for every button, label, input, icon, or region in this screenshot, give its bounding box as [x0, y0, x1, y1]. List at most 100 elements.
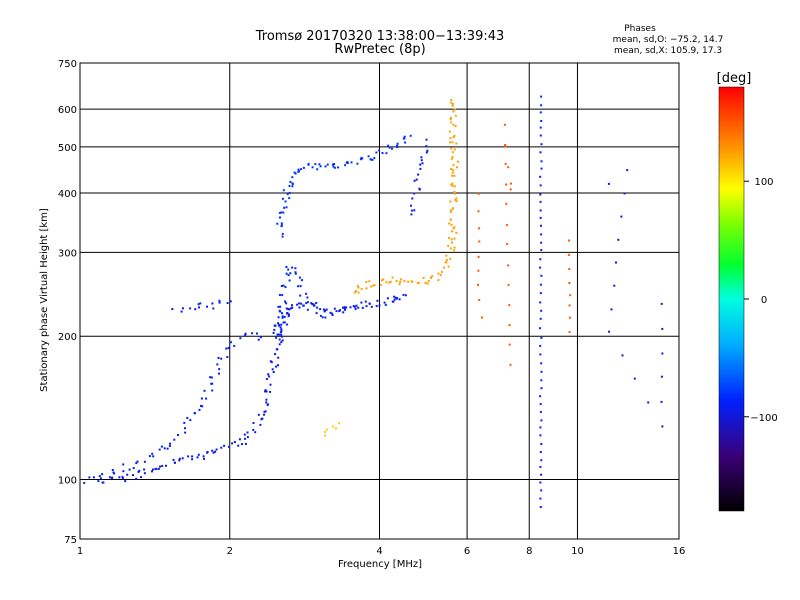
data-point — [539, 481, 542, 484]
data-point — [623, 192, 626, 195]
data-point — [272, 371, 275, 373]
data-point — [345, 306, 348, 309]
data-point — [243, 433, 246, 436]
data-point — [540, 241, 543, 244]
data-point — [360, 301, 363, 304]
data-point — [337, 422, 340, 425]
data-point — [122, 463, 125, 466]
data-point — [285, 266, 288, 268]
data-point — [539, 327, 542, 330]
data-point — [244, 437, 246, 440]
data-point — [539, 403, 542, 406]
data-point — [403, 280, 406, 283]
data-point — [274, 324, 276, 327]
data-point — [319, 308, 322, 311]
data-point — [282, 284, 285, 287]
data-point — [284, 300, 286, 303]
data-point — [451, 184, 454, 187]
data-point — [238, 438, 241, 441]
data-point — [297, 285, 300, 288]
data-point — [257, 413, 260, 416]
data-point — [505, 202, 508, 205]
data-point — [449, 118, 452, 121]
data-point — [449, 137, 452, 140]
data-point — [161, 465, 164, 467]
data-point — [384, 303, 387, 306]
data-point — [399, 280, 402, 283]
x-axis-ticks: 1 2 4 6 8 10 16 — [77, 546, 686, 557]
data-point — [371, 158, 374, 161]
data-point — [313, 304, 316, 307]
data-point — [287, 315, 290, 318]
data-point — [319, 165, 322, 168]
data-point — [332, 163, 334, 166]
data-point — [539, 184, 542, 187]
data-point — [83, 481, 86, 484]
data-point — [504, 144, 507, 146]
data-point — [370, 305, 373, 308]
data-point — [349, 306, 352, 309]
data-point — [178, 457, 181, 460]
data-point — [182, 307, 184, 310]
data-point — [426, 282, 429, 285]
data-point — [440, 270, 443, 273]
data-point — [443, 266, 445, 269]
data-point — [478, 227, 481, 230]
data-point — [568, 331, 571, 334]
data-point — [277, 322, 279, 325]
data-point — [540, 249, 543, 251]
data-point — [135, 462, 138, 465]
data-point — [276, 333, 279, 336]
data-point — [451, 174, 454, 177]
data-point — [201, 405, 204, 408]
data-point — [507, 166, 510, 169]
data-point — [449, 247, 452, 250]
colorbar-tick-label: 100 — [754, 177, 773, 188]
data-point — [360, 287, 363, 290]
data-point — [194, 308, 197, 311]
data-point — [424, 281, 427, 284]
data-point — [302, 166, 305, 169]
data-point — [277, 364, 279, 367]
data-point — [220, 446, 223, 449]
data-point — [314, 163, 317, 166]
data-point — [420, 159, 423, 162]
data-point — [540, 370, 543, 373]
data-point — [425, 145, 428, 148]
data-point — [173, 438, 176, 441]
data-point — [302, 304, 305, 307]
data-point — [539, 434, 542, 437]
data-point — [332, 165, 335, 168]
data-point — [448, 237, 451, 239]
colorbar-tick-label: 0 — [761, 295, 767, 306]
data-point — [315, 312, 318, 315]
data-point — [411, 197, 414, 200]
data-point — [449, 141, 452, 144]
data-point — [289, 272, 292, 275]
data-point — [288, 279, 291, 282]
data-point — [539, 344, 542, 347]
data-point — [233, 344, 236, 347]
data-point — [289, 307, 292, 310]
data-point — [278, 309, 281, 312]
data-point — [306, 296, 309, 299]
data-point — [171, 308, 174, 310]
data-point — [305, 302, 308, 305]
data-point — [113, 472, 116, 475]
data-point — [539, 506, 542, 508]
data-point — [344, 308, 346, 311]
data-point — [478, 240, 481, 243]
data-point — [159, 465, 161, 468]
data-point — [101, 473, 104, 476]
data-point — [448, 222, 451, 225]
y-tick-label: 500 — [58, 143, 77, 154]
data-point — [539, 497, 542, 500]
data-point — [367, 155, 370, 158]
data-point — [241, 443, 243, 446]
data-point — [205, 397, 208, 400]
data-point — [285, 307, 288, 310]
data-point — [451, 104, 454, 107]
data-point — [540, 167, 543, 170]
data-point — [540, 104, 543, 107]
